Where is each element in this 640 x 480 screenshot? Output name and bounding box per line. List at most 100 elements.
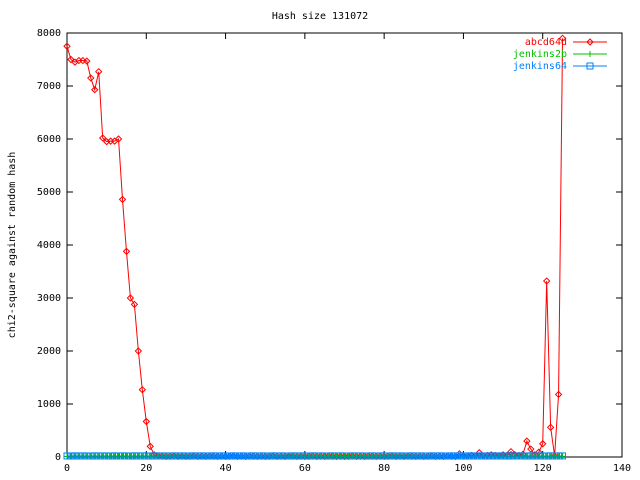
marker: [182, 452, 190, 460]
marker: [555, 452, 563, 460]
marker: [134, 452, 142, 460]
marker: [396, 452, 404, 460]
marker: [138, 385, 147, 394]
marker: [515, 452, 523, 460]
marker: [420, 452, 428, 460]
marker: [122, 452, 130, 460]
marker: [467, 452, 475, 460]
legend-label: jenkins2b: [513, 49, 567, 60]
marker: [269, 452, 277, 460]
marker: [539, 452, 547, 460]
marker: [463, 452, 471, 460]
marker: [519, 452, 527, 460]
marker: [380, 452, 388, 460]
marker: [230, 452, 237, 460]
marker: [471, 452, 479, 460]
marker: [138, 452, 146, 460]
marker: [87, 74, 95, 82]
x-tick-label: 0: [64, 463, 70, 474]
y-tick-label: 7000: [37, 81, 61, 92]
marker: [83, 57, 91, 65]
x-tick-label: 40: [220, 463, 232, 474]
marker: [511, 452, 519, 460]
marker: [214, 452, 222, 460]
marker: [142, 452, 150, 460]
x-tick-label: 100: [454, 463, 472, 474]
x-tick-label: 120: [534, 463, 552, 474]
marker: [547, 452, 555, 460]
marker: [111, 452, 119, 460]
marker: [523, 452, 531, 460]
marker: [408, 452, 416, 460]
marker: [495, 452, 503, 460]
marker: [368, 452, 376, 460]
marker: [542, 277, 551, 285]
marker: [241, 452, 249, 460]
marker: [313, 452, 321, 460]
marker: [87, 452, 95, 460]
marker: [424, 452, 432, 460]
marker: [412, 452, 420, 460]
marker: [154, 452, 162, 460]
marker: [440, 452, 448, 460]
marker: [194, 452, 202, 460]
marker: [297, 452, 305, 460]
marker: [218, 452, 226, 460]
marker: [115, 452, 123, 460]
marker: [360, 452, 368, 460]
marker: [281, 452, 289, 460]
marker: [99, 452, 107, 460]
marker: [142, 417, 150, 426]
marker: [162, 452, 170, 460]
marker: [400, 452, 408, 460]
marker: [546, 423, 555, 432]
marker: [186, 452, 194, 460]
marker: [527, 452, 535, 460]
marker: [122, 247, 131, 256]
marker: [170, 452, 178, 460]
marker: [372, 452, 380, 460]
marker: [206, 452, 214, 460]
marker: [253, 452, 261, 460]
x-tick-label: 60: [299, 463, 311, 474]
marker: [543, 452, 551, 460]
marker: [174, 452, 182, 460]
marker: [222, 452, 230, 460]
marker: [98, 134, 107, 142]
marker: [95, 67, 103, 76]
marker: [507, 452, 515, 460]
marker: [226, 452, 234, 460]
marker: [63, 42, 71, 50]
marker: [491, 452, 499, 460]
marker: [119, 452, 126, 460]
y-tick-label: 2000: [37, 346, 61, 357]
marker: [503, 452, 511, 460]
marker: [539, 440, 547, 448]
marker: [535, 452, 543, 460]
marker: [67, 452, 75, 460]
marker: [452, 452, 459, 460]
marker: [388, 452, 396, 460]
marker: [559, 452, 567, 460]
marker: [79, 452, 87, 460]
y-tick-label: 5000: [37, 187, 61, 198]
marker: [233, 452, 241, 460]
marker: [499, 452, 507, 460]
marker: [459, 452, 467, 460]
marker: [95, 452, 103, 460]
marker: [348, 452, 356, 460]
marker: [436, 452, 444, 460]
marker: [198, 452, 206, 460]
y-axis-label: chi2-square against random hash: [7, 152, 18, 339]
legend-label: jenkins64: [513, 61, 567, 72]
x-tick-label: 20: [140, 463, 152, 474]
marker: [114, 135, 123, 143]
marker: [325, 452, 333, 460]
marker: [475, 452, 483, 460]
marker: [531, 452, 539, 460]
marker: [317, 452, 325, 460]
marker: [416, 452, 424, 460]
marker: [245, 452, 253, 460]
marker: [103, 452, 111, 460]
